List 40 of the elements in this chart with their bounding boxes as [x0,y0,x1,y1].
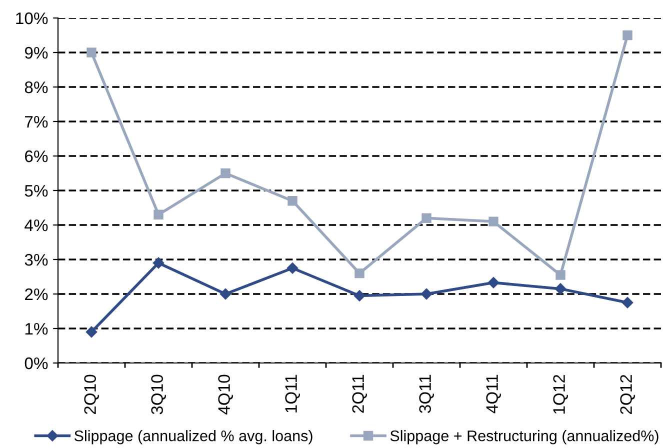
x-tick-label: 3Q10 [151,374,166,414]
point [152,257,164,269]
y-tick-label: 7% [25,116,48,128]
y-tick-label: 9% [24,46,48,59]
point [488,216,498,226]
x-tick-label: 4Q11 [486,374,501,414]
point [622,297,634,308]
y-tick-label: 1% [25,322,48,335]
y-tick-label: 6% [25,150,48,162]
y-tick-label: 8% [24,81,48,94]
point [288,196,298,206]
y-tick-label: 10% [16,12,48,24]
point [354,268,364,278]
point [622,30,632,40]
point [86,48,96,58]
x-tick-label: 2Q12 [620,374,635,414]
x-tick-label: 1Q11 [285,374,300,412]
point [556,270,566,280]
x-tick-label: 1Q12 [553,374,568,414]
legend-label: Slippage (annualized % avg. loans) [74,430,312,444]
point [220,288,232,300]
x-tick-label: 2Q11 [352,374,367,413]
y-tick-label: 4% [24,219,48,232]
y-tick-label: 0% [24,357,48,370]
y-tick-label: 5% [24,184,48,197]
point [286,262,298,274]
point [154,210,164,220]
point [488,277,500,288]
x-tick-label: 2Q10 [84,374,99,414]
point [86,326,98,338]
x-tick-label: 3Q11 [419,374,434,414]
legend-label: Slippage + Restructuring (annualized%) [390,430,658,444]
point [422,213,432,223]
y-tick-label: 2% [25,288,48,300]
y-tick-label: 3% [24,254,48,266]
point [220,168,230,178]
x-tick-label: 4Q10 [218,374,233,414]
point [420,288,432,300]
point [554,283,566,294]
point [354,290,366,302]
